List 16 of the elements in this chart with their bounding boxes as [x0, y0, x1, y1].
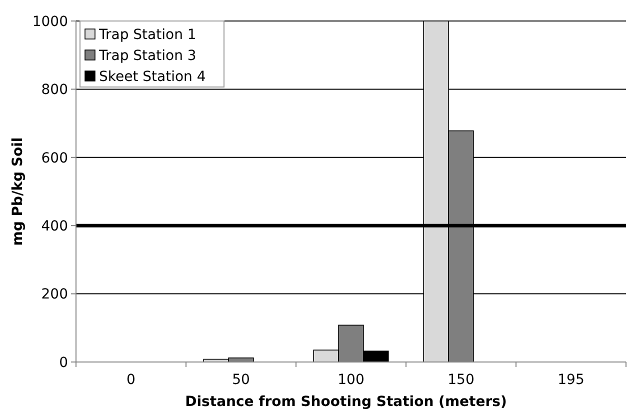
y-tick-label: 200	[41, 286, 68, 303]
y-tick-label: 400	[41, 218, 68, 234]
legend-label: Trap Station 1	[98, 26, 196, 43]
x-tick-label: 0	[126, 372, 136, 388]
x-tick-label: 150	[448, 372, 474, 388]
x-tick-label: 100	[338, 372, 364, 388]
y-tick-label: 0	[59, 354, 68, 371]
x-axis-title: Distance from Shooting Station (meters)	[185, 394, 507, 410]
y-tick-label: 1000	[32, 14, 68, 30]
x-tick-label: 50	[232, 372, 250, 388]
legend-label: Trap Station 3	[98, 48, 196, 64]
legend-label: Skeet Station 4	[99, 68, 206, 85]
y-tick-label: 800	[41, 82, 68, 98]
y-axis-title: mg Pb/kg Soil	[10, 137, 26, 246]
y-tick-label: 600	[41, 150, 68, 166]
x-tick-label: 195	[558, 372, 584, 388]
